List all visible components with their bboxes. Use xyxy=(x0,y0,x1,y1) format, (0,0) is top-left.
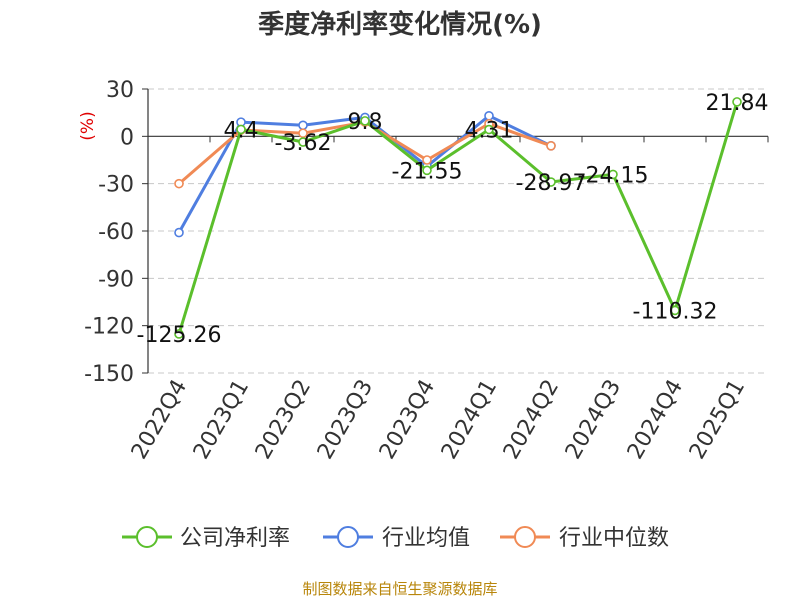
data-point xyxy=(670,305,680,316)
data-label: -110.32 xyxy=(633,299,718,324)
data-point xyxy=(422,155,432,165)
x-tick-label: 2023Q2 xyxy=(251,376,316,464)
data-label: -3.62 xyxy=(275,131,332,156)
data-point xyxy=(546,141,556,151)
data-point xyxy=(360,116,370,126)
x-tick-label: 2025Q1 xyxy=(685,376,750,464)
data-point xyxy=(608,169,618,180)
legend-swatch-marker xyxy=(136,526,158,548)
data-point xyxy=(174,178,184,189)
y-tick-label: -120 xyxy=(84,315,134,340)
legend-swatch-marker xyxy=(337,526,359,548)
data-point xyxy=(422,165,432,176)
x-tick-label: 2024Q3 xyxy=(561,376,626,464)
data-label: 4.31 xyxy=(465,119,514,144)
data-point xyxy=(298,120,308,131)
data-point xyxy=(174,329,184,339)
series-line-0 xyxy=(177,101,739,335)
x-tick-label: 2023Q4 xyxy=(375,376,440,464)
data-point xyxy=(484,124,494,135)
data-label: -24.15 xyxy=(578,163,649,188)
data-label: -125.26 xyxy=(137,323,222,348)
data-point xyxy=(236,124,246,135)
data-point xyxy=(732,97,742,107)
data-point xyxy=(298,128,308,138)
y-tick-label: 0 xyxy=(120,125,134,150)
x-tick-label: 2023Q3 xyxy=(313,376,378,464)
data-label: 9.8 xyxy=(348,110,383,135)
x-tick-label: 2024Q4 xyxy=(623,376,688,464)
data-label: -28.97 xyxy=(516,171,587,196)
legend-swatch-marker xyxy=(514,526,536,548)
x-tick-label: 2023Q1 xyxy=(189,376,254,464)
y-tick-label: 30 xyxy=(106,78,134,103)
x-tick-label: 2024Q1 xyxy=(437,376,502,464)
data-point xyxy=(546,177,556,187)
y-tick-label: -90 xyxy=(98,267,134,292)
legend-label: 行业中位数 xyxy=(559,526,669,551)
source-note: 制图数据来自恒生聚源数据库 xyxy=(302,580,498,598)
y-axis-unit: (%) xyxy=(78,111,98,140)
legend-label: 公司净利率 xyxy=(180,526,290,551)
data-point xyxy=(174,227,184,238)
data-label: 21.84 xyxy=(706,91,769,116)
x-tick-label: 2022Q4 xyxy=(127,376,192,464)
legend-label: 行业均值 xyxy=(382,526,470,551)
data-point xyxy=(298,137,308,147)
y-tick-label: -30 xyxy=(98,173,134,198)
y-tick-label: -60 xyxy=(98,220,134,245)
y-tick-label: -150 xyxy=(84,362,134,387)
chart-title: 季度净利率变化情况(%) xyxy=(258,10,542,40)
data-label: -21.55 xyxy=(392,159,463,184)
x-tick-label: 2024Q2 xyxy=(499,376,564,464)
data-label: 4.4 xyxy=(224,118,259,143)
